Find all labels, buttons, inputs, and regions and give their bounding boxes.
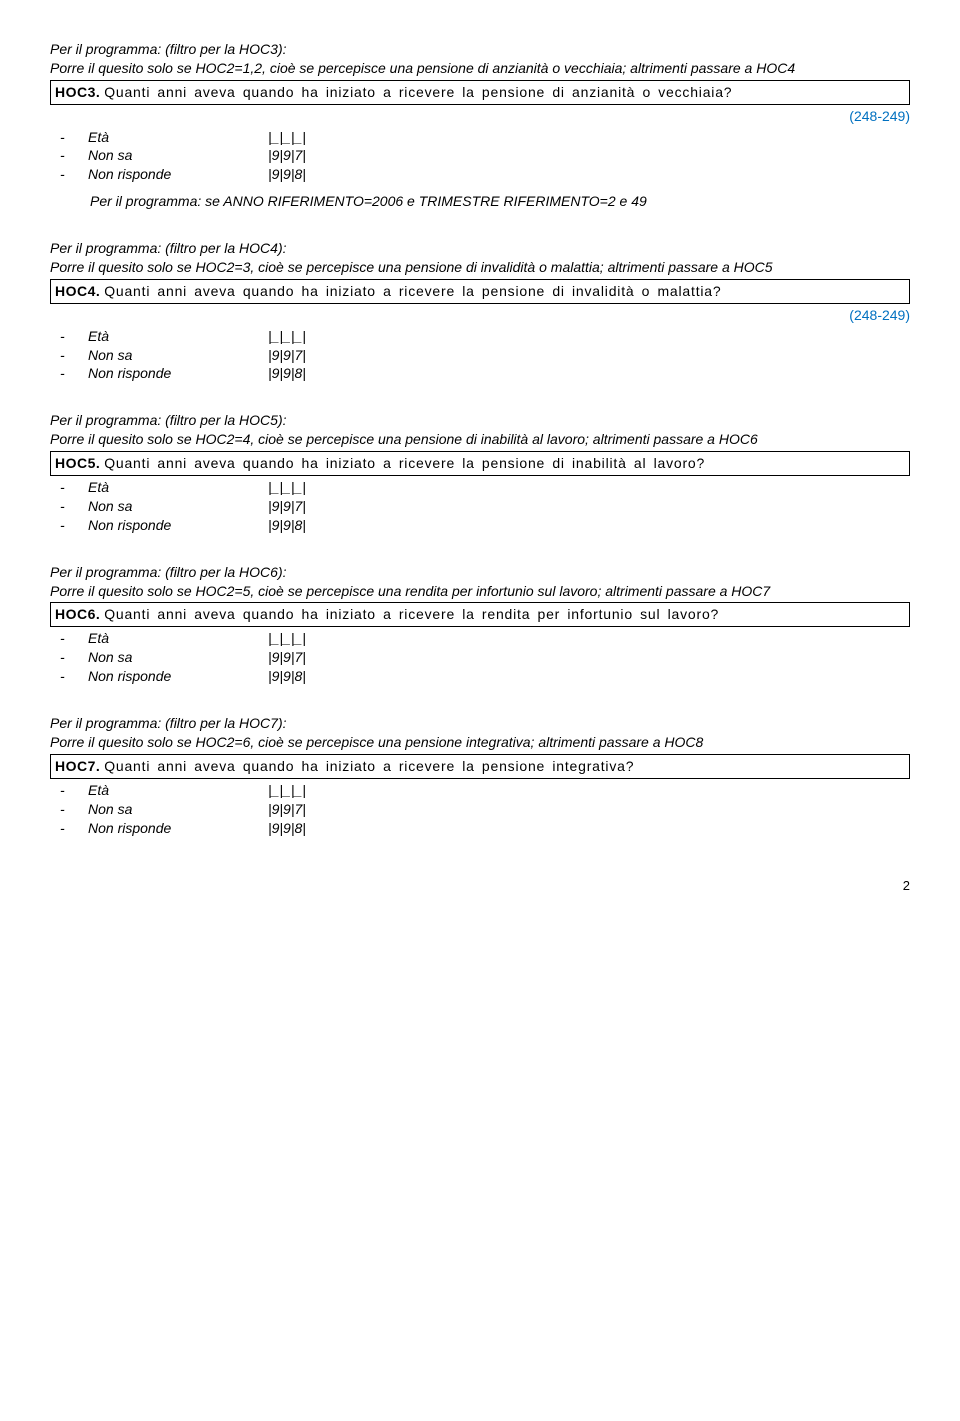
program-note: Per il programma: se ANNO RIFERIMENTO=20… <box>90 192 910 211</box>
response-label-eta: Età <box>88 327 268 346</box>
dash: - <box>50 146 88 165</box>
filter-body: Porre il quesito solo se HOC2=5, cioè se… <box>50 582 910 601</box>
question-code: HOC3. <box>55 84 100 100</box>
response-label-eta: Età <box>88 781 268 800</box>
question-box: HOC3. Quanti anni aveva quando ha inizia… <box>50 80 910 105</box>
response-value-eta: |_|_|_| <box>268 781 306 800</box>
dash: - <box>50 497 88 516</box>
response-value-nonsa: |9|9|7| <box>268 648 306 667</box>
response-label-eta: Età <box>88 128 268 147</box>
question-box: HOC4. Quanti anni aveva quando ha inizia… <box>50 279 910 304</box>
code-reference: (248-249) <box>50 306 910 325</box>
response-row: - Non sa |9|9|7| <box>50 497 910 516</box>
response-row: - Non risponde |9|9|8| <box>50 364 910 383</box>
response-row: - Non risponde |9|9|8| <box>50 165 910 184</box>
response-list: - Età |_|_|_| - Non sa |9|9|7| - Non ris… <box>50 629 910 686</box>
question-code: HOC6. <box>55 606 100 622</box>
response-label-nonrisponde: Non risponde <box>88 667 268 686</box>
response-value-eta: |_|_|_| <box>268 478 306 497</box>
response-value-nonrisponde: |9|9|8| <box>268 516 306 535</box>
dash: - <box>50 629 88 648</box>
question-text: Quanti anni aveva quando ha iniziato a r… <box>104 758 634 774</box>
response-label-eta: Età <box>88 629 268 648</box>
dash: - <box>50 364 88 383</box>
question-text: Quanti anni aveva quando ha iniziato a r… <box>104 455 705 471</box>
question-code: HOC5. <box>55 455 100 471</box>
filter-body: Porre il quesito solo se HOC2=4, cioè se… <box>50 430 910 449</box>
response-row: - Non sa |9|9|7| <box>50 346 910 365</box>
response-value-nonrisponde: |9|9|8| <box>268 364 306 383</box>
response-list: - Età |_|_|_| - Non sa |9|9|7| - Non ris… <box>50 128 910 185</box>
dash: - <box>50 478 88 497</box>
response-label-eta: Età <box>88 478 268 497</box>
filter-body: Porre il quesito solo se HOC2=3, cioè se… <box>50 258 910 277</box>
filter-title: Per il programma: (filtro per la HOC7): <box>50 714 910 733</box>
response-label-nonsa: Non sa <box>88 648 268 667</box>
page-number: 2 <box>50 877 910 895</box>
response-value-eta: |_|_|_| <box>268 128 306 147</box>
filter-title: Per il programma: (filtro per la HOC6): <box>50 563 910 582</box>
response-value-nonsa: |9|9|7| <box>268 346 306 365</box>
response-row: - Non sa |9|9|7| <box>50 648 910 667</box>
dash: - <box>50 516 88 535</box>
dash: - <box>50 346 88 365</box>
question-box: HOC7. Quanti anni aveva quando ha inizia… <box>50 754 910 779</box>
dash: - <box>50 800 88 819</box>
response-row: - Non risponde |9|9|8| <box>50 667 910 686</box>
response-value-eta: |_|_|_| <box>268 327 306 346</box>
question-box: HOC5. Quanti anni aveva quando ha inizia… <box>50 451 910 476</box>
response-row: - Non sa |9|9|7| <box>50 146 910 165</box>
response-value-nonrisponde: |9|9|8| <box>268 667 306 686</box>
response-row: - Non risponde |9|9|8| <box>50 819 910 838</box>
response-value-nonsa: |9|9|7| <box>268 497 306 516</box>
response-value-nonsa: |9|9|7| <box>268 800 306 819</box>
question-text: Quanti anni aveva quando ha iniziato a r… <box>104 283 721 299</box>
question-code: HOC4. <box>55 283 100 299</box>
response-value-nonrisponde: |9|9|8| <box>268 819 306 838</box>
response-value-eta: |_|_|_| <box>268 629 306 648</box>
dash: - <box>50 781 88 800</box>
response-row: - Età |_|_|_| <box>50 128 910 147</box>
response-value-nonrisponde: |9|9|8| <box>268 165 306 184</box>
response-row: - Età |_|_|_| <box>50 781 910 800</box>
response-label-nonrisponde: Non risponde <box>88 516 268 535</box>
response-row: - Età |_|_|_| <box>50 478 910 497</box>
filter-body: Porre il quesito solo se HOC2=6, cioè se… <box>50 733 910 752</box>
section-block: Per il programma: (filtro per la HOC3):P… <box>50 40 910 837</box>
response-label-nonsa: Non sa <box>88 146 268 165</box>
question-text: Quanti anni aveva quando ha iniziato a r… <box>104 606 719 622</box>
response-row: - Età |_|_|_| <box>50 629 910 648</box>
filter-body: Porre il quesito solo se HOC2=1,2, cioè … <box>50 59 910 78</box>
response-label-nonsa: Non sa <box>88 800 268 819</box>
section-block: Per il programma: (filtro per la HOC6):P… <box>50 563 910 686</box>
question-box: HOC6. Quanti anni aveva quando ha inizia… <box>50 602 910 627</box>
dash: - <box>50 648 88 667</box>
dash: - <box>50 667 88 686</box>
dash: - <box>50 327 88 346</box>
response-value-nonsa: |9|9|7| <box>268 146 306 165</box>
response-label-nonsa: Non sa <box>88 497 268 516</box>
response-row: - Non risponde |9|9|8| <box>50 516 910 535</box>
response-list: - Età |_|_|_| - Non sa |9|9|7| - Non ris… <box>50 781 910 838</box>
response-list: - Età |_|_|_| - Non sa |9|9|7| - Non ris… <box>50 478 910 535</box>
filter-title: Per il programma: (filtro per la HOC3): <box>50 40 910 59</box>
dash: - <box>50 128 88 147</box>
dash: - <box>50 165 88 184</box>
dash: - <box>50 819 88 838</box>
response-label-nonrisponde: Non risponde <box>88 819 268 838</box>
response-row: - Età |_|_|_| <box>50 327 910 346</box>
response-list: - Età |_|_|_| - Non sa |9|9|7| - Non ris… <box>50 327 910 384</box>
response-label-nonrisponde: Non risponde <box>88 364 268 383</box>
response-label-nonrisponde: Non risponde <box>88 165 268 184</box>
section-block: Per il programma: (filtro per la HOC7):P… <box>50 714 910 837</box>
section-block: Per il programma: (filtro per la HOC5):P… <box>50 411 910 534</box>
filter-title: Per il programma: (filtro per la HOC5): <box>50 411 910 430</box>
code-reference: (248-249) <box>50 107 910 126</box>
filter-title: Per il programma: (filtro per la HOC4): <box>50 239 910 258</box>
question-text: Quanti anni aveva quando ha iniziato a r… <box>104 84 732 100</box>
response-label-nonsa: Non sa <box>88 346 268 365</box>
section-block: Per il programma: (filtro per la HOC4):P… <box>50 239 910 383</box>
question-code: HOC7. <box>55 758 100 774</box>
response-row: - Non sa |9|9|7| <box>50 800 910 819</box>
